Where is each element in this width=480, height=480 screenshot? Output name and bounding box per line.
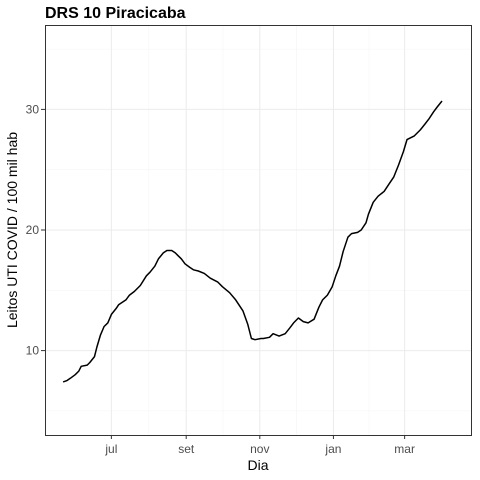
y-tick-label: 30 [26,102,40,116]
y-axis-title: Leitos UTI COVID / 100 mil hab [4,132,20,328]
y-axis: 10 20 30 [26,102,45,358]
x-axis: jul set nov jan mar [104,435,415,456]
grid-major [45,25,471,435]
x-tick-label: jul [104,442,117,456]
x-tick-label: mar [394,442,415,456]
x-tick-label: set [178,442,195,456]
x-axis-title: Dia [247,457,268,473]
series-line [62,100,443,383]
y-tick-label: 10 [26,344,40,358]
chart-title: DRS 10 Piracicaba [45,5,186,22]
x-tick-label: nov [250,442,269,456]
y-tick-label: 20 [26,223,40,237]
panel-border [45,25,472,436]
x-tick-label: jan [324,442,341,456]
